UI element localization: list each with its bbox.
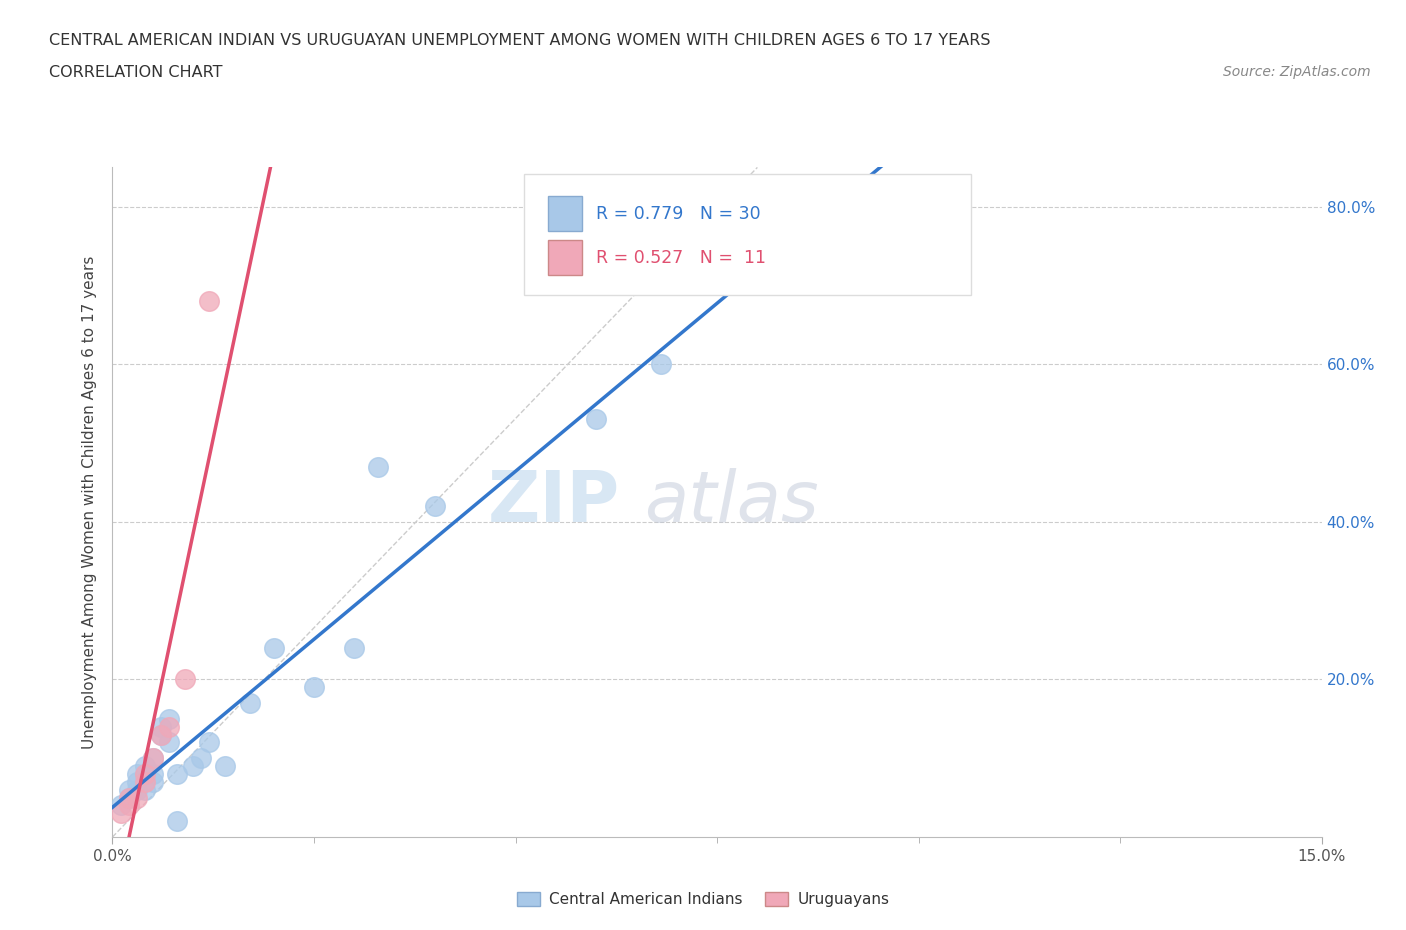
Text: CENTRAL AMERICAN INDIAN VS URUGUAYAN UNEMPLOYMENT AMONG WOMEN WITH CHILDREN AGES: CENTRAL AMERICAN INDIAN VS URUGUAYAN UNE…: [49, 33, 991, 47]
Point: [423, 498, 446, 513]
Point: [650, 357, 672, 372]
Point: [142, 775, 165, 790]
Point: [302, 680, 325, 695]
Point: [174, 672, 197, 687]
Point: [149, 719, 172, 734]
Point: [343, 641, 366, 656]
Point: [134, 766, 156, 781]
Point: [157, 719, 180, 734]
Point: [117, 790, 139, 805]
Point: [117, 782, 139, 797]
FancyBboxPatch shape: [548, 196, 582, 231]
Point: [117, 798, 139, 813]
Point: [367, 459, 389, 474]
Point: [198, 735, 221, 750]
Point: [110, 798, 132, 813]
FancyBboxPatch shape: [523, 174, 972, 295]
Point: [134, 782, 156, 797]
Point: [166, 814, 188, 829]
Point: [238, 696, 260, 711]
Point: [585, 412, 607, 427]
Text: ZIP: ZIP: [488, 468, 620, 537]
Point: [157, 711, 180, 726]
Text: R = 0.779   N = 30: R = 0.779 N = 30: [596, 206, 761, 223]
Point: [125, 766, 148, 781]
Text: R = 0.527   N =  11: R = 0.527 N = 11: [596, 249, 766, 267]
Point: [142, 751, 165, 765]
Text: atlas: atlas: [644, 468, 820, 537]
Legend: Central American Indians, Uruguayans: Central American Indians, Uruguayans: [510, 885, 896, 913]
Point: [125, 775, 148, 790]
Point: [263, 641, 285, 656]
Text: Source: ZipAtlas.com: Source: ZipAtlas.com: [1223, 65, 1371, 79]
Point: [134, 759, 156, 774]
Point: [134, 775, 156, 790]
Text: CORRELATION CHART: CORRELATION CHART: [49, 65, 222, 80]
Point: [149, 727, 172, 742]
Point: [134, 766, 156, 781]
Point: [198, 294, 221, 309]
Point: [166, 766, 188, 781]
Point: [110, 806, 132, 821]
Point: [125, 782, 148, 797]
Y-axis label: Unemployment Among Women with Children Ages 6 to 17 years: Unemployment Among Women with Children A…: [82, 256, 97, 749]
Point: [142, 766, 165, 781]
Point: [214, 759, 236, 774]
Point: [181, 759, 204, 774]
FancyBboxPatch shape: [548, 240, 582, 274]
Point: [125, 790, 148, 805]
Point: [142, 751, 165, 765]
Point: [157, 735, 180, 750]
Point: [149, 727, 172, 742]
Point: [117, 790, 139, 805]
Point: [190, 751, 212, 765]
